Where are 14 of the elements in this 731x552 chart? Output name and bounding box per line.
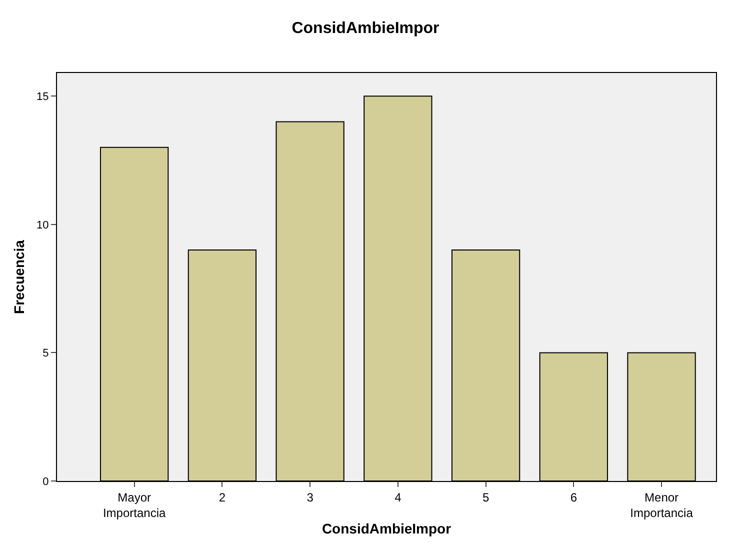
x-tick-label: 4 xyxy=(394,490,402,504)
y-tick-label: 10 xyxy=(36,219,49,232)
x-tick-label: 5 xyxy=(482,490,490,504)
y-tick-label: 5 xyxy=(42,348,49,360)
x-axis-title: ConsidAmbieImpor xyxy=(322,520,452,536)
y-axis-title: Frecuencia xyxy=(11,240,28,314)
y-tick-label: 15 xyxy=(36,90,49,103)
chart-title: ConsidAmbieImpor xyxy=(292,20,440,38)
x-tick-label: Mayor Importancia xyxy=(102,490,166,520)
x-tick-label: 2 xyxy=(218,490,226,504)
y-tick-label: 0 xyxy=(42,476,49,488)
x-tick-label: Menor Importancia xyxy=(630,490,694,520)
x-tick-label: 3 xyxy=(306,490,314,504)
x-tick-label: 6 xyxy=(570,490,578,504)
